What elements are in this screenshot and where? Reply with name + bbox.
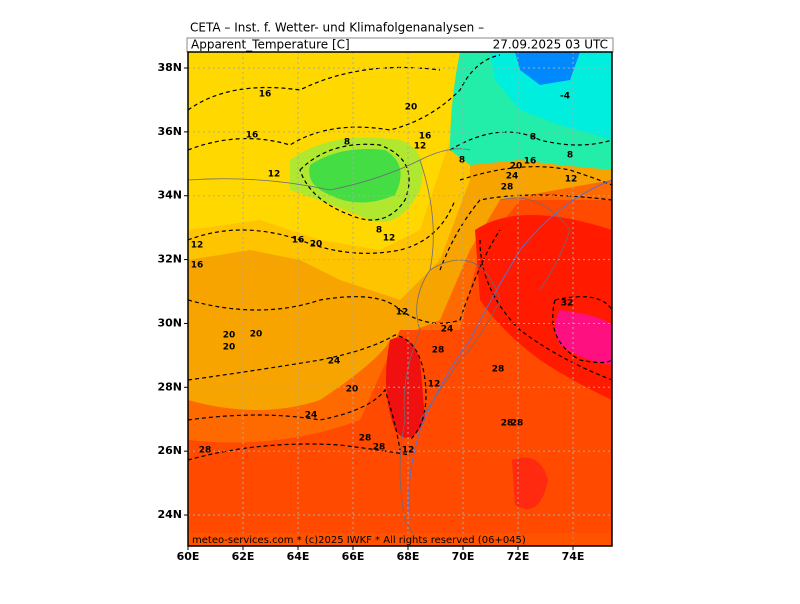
contour-label: 28: [501, 183, 514, 193]
contour-label: 24: [328, 357, 341, 367]
border: [419, 197, 571, 421]
contour-label: 28: [432, 346, 445, 356]
field-blue: [515, 52, 580, 85]
contour: [188, 199, 456, 254]
footer-band: [188, 533, 612, 546]
contour: [188, 54, 501, 151]
x-tick-label: 72E: [507, 550, 530, 563]
contour-label: 12: [414, 142, 427, 152]
contour-label: 28: [199, 446, 212, 456]
y-tick-label: 26N: [157, 444, 182, 457]
contour-label: 28: [373, 443, 386, 453]
field-red-patch: [386, 337, 425, 438]
contour-label: 8: [344, 138, 350, 148]
x-tick-label: 60E: [177, 550, 200, 563]
contour: [479, 239, 612, 381]
contour-label: 20: [510, 162, 523, 172]
x-tick-label: 64E: [287, 550, 310, 563]
variable-label: Apparent_Temperature [C]: [191, 38, 350, 52]
footer: meteo-services.com * (c)2025 IWKF * All …: [192, 535, 526, 546]
contour-label: 8: [376, 226, 382, 236]
field-red-spot: [512, 457, 548, 510]
contour: [449, 131, 612, 151]
river: [408, 179, 612, 521]
graticule: [188, 52, 612, 546]
field-green: [309, 149, 401, 203]
contour-label: 32: [561, 299, 574, 309]
contour-label: 28: [511, 419, 524, 429]
contour-label: 12: [268, 170, 281, 180]
map-frame: [187, 51, 613, 547]
contour-label: 12: [428, 380, 441, 390]
contour-label: 16: [419, 132, 432, 142]
contour-label: -4: [560, 92, 570, 102]
contour: [299, 143, 410, 221]
contour-label: 20: [405, 103, 418, 113]
contour-label: 16: [524, 157, 537, 167]
contour-label: 8: [567, 151, 573, 161]
contour-label: 28: [359, 434, 372, 444]
contour-label: 20: [310, 240, 323, 250]
x-tick-label: 74E: [562, 550, 585, 563]
y-tick-label: 30N: [157, 316, 182, 329]
contour: [188, 334, 427, 441]
contour-label: 20: [250, 330, 263, 340]
y-tick-label: 32N: [157, 253, 182, 266]
contour-label: 28: [492, 365, 505, 375]
contour-label: 16: [191, 261, 204, 271]
y-tick-label: 36N: [157, 125, 182, 138]
contour-label: 16: [292, 236, 305, 246]
y-tick-label: 34N: [157, 189, 182, 202]
contour-label: 12: [565, 175, 578, 185]
contour-label: 12: [402, 446, 415, 456]
contour-label: 12: [396, 308, 409, 318]
x-tick-label: 70E: [452, 550, 475, 563]
contour: [188, 388, 401, 451]
contour-label: 24: [305, 411, 318, 421]
x-tick-label: 66E: [342, 550, 365, 563]
contour-label: 16: [259, 90, 272, 100]
time-label: 27.09.2025 03 UTC: [493, 38, 608, 52]
contour-label: 20: [223, 331, 236, 341]
contour-label: 8: [530, 133, 536, 143]
y-tick-label: 24N: [157, 508, 182, 521]
x-tick-label: 62E: [232, 550, 255, 563]
contour: [552, 296, 612, 364]
x-tick-label: 68E: [397, 550, 420, 563]
contour-label: 12: [191, 241, 204, 251]
contour-label: 20: [223, 343, 236, 353]
contour-label: 8: [459, 156, 465, 166]
contour-label: 12: [383, 234, 396, 244]
contour-label: 28: [501, 419, 514, 429]
contour-label: 24: [441, 325, 454, 335]
contour-label: 20: [346, 385, 359, 395]
y-tick-label: 28N: [157, 380, 182, 393]
contour-label: 24: [506, 172, 519, 182]
title: CETA – Inst. f. Wetter- und Klimafolgena…: [190, 21, 484, 35]
field-cyan: [490, 52, 612, 140]
y-tick-label: 38N: [157, 61, 182, 74]
contour: [459, 166, 612, 186]
axes: 60E 62E 64E 66E 68E 70E 72E 74E 38N 36N 34N 32N 30N 2…: [157, 61, 584, 563]
contour-label: 16: [246, 131, 259, 141]
contour: [188, 443, 411, 461]
border: [188, 148, 471, 546]
